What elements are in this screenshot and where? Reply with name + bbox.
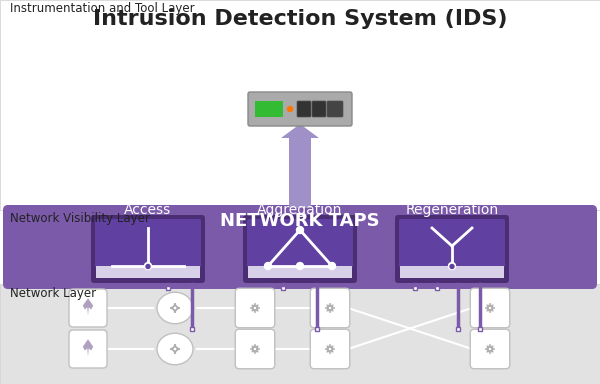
Text: NETWORK TAPS: NETWORK TAPS <box>220 212 380 230</box>
FancyBboxPatch shape <box>310 329 350 369</box>
Ellipse shape <box>157 333 193 365</box>
FancyBboxPatch shape <box>3 205 597 289</box>
Bar <box>400 266 504 278</box>
Bar <box>456 327 460 331</box>
FancyBboxPatch shape <box>395 215 509 283</box>
Circle shape <box>145 263 151 270</box>
Bar <box>315 327 319 331</box>
FancyBboxPatch shape <box>312 101 326 117</box>
FancyBboxPatch shape <box>247 219 353 268</box>
FancyBboxPatch shape <box>95 219 201 268</box>
Text: Aggregation: Aggregation <box>257 203 343 217</box>
Bar <box>0 0 600 210</box>
Text: Network Visibility Layer: Network Visibility Layer <box>10 212 150 225</box>
FancyBboxPatch shape <box>297 101 311 117</box>
Bar <box>190 327 194 331</box>
Text: Intrusion Detection System (IDS): Intrusion Detection System (IDS) <box>93 9 507 29</box>
Bar <box>0 284 600 384</box>
FancyBboxPatch shape <box>310 288 350 328</box>
Text: Access: Access <box>124 203 172 217</box>
Text: Regeneration: Regeneration <box>406 203 499 217</box>
Circle shape <box>449 263 455 270</box>
Bar <box>166 286 170 290</box>
Circle shape <box>450 265 454 268</box>
Circle shape <box>296 263 304 270</box>
Text: Network Layer: Network Layer <box>10 287 96 300</box>
Bar <box>281 286 285 290</box>
Bar <box>96 266 200 278</box>
Bar <box>248 266 352 278</box>
FancyBboxPatch shape <box>470 288 510 328</box>
Polygon shape <box>83 339 93 356</box>
Circle shape <box>329 263 335 270</box>
FancyBboxPatch shape <box>248 92 352 126</box>
Bar <box>289 138 311 208</box>
FancyBboxPatch shape <box>235 288 275 328</box>
FancyBboxPatch shape <box>470 329 510 369</box>
FancyBboxPatch shape <box>235 329 275 369</box>
Circle shape <box>265 263 271 270</box>
FancyBboxPatch shape <box>69 289 107 327</box>
Text: Instrumentation and Tool Layer: Instrumentation and Tool Layer <box>10 2 194 15</box>
Circle shape <box>296 227 304 233</box>
Bar <box>255 101 283 117</box>
Polygon shape <box>83 298 93 316</box>
Polygon shape <box>281 124 319 138</box>
Circle shape <box>146 265 150 268</box>
FancyBboxPatch shape <box>399 219 505 268</box>
Bar <box>478 327 482 331</box>
Bar <box>413 286 417 290</box>
FancyBboxPatch shape <box>243 215 357 283</box>
FancyBboxPatch shape <box>69 330 107 368</box>
Ellipse shape <box>157 292 193 324</box>
Circle shape <box>287 106 293 111</box>
FancyBboxPatch shape <box>91 215 205 283</box>
FancyBboxPatch shape <box>327 101 343 117</box>
Bar <box>435 286 439 290</box>
